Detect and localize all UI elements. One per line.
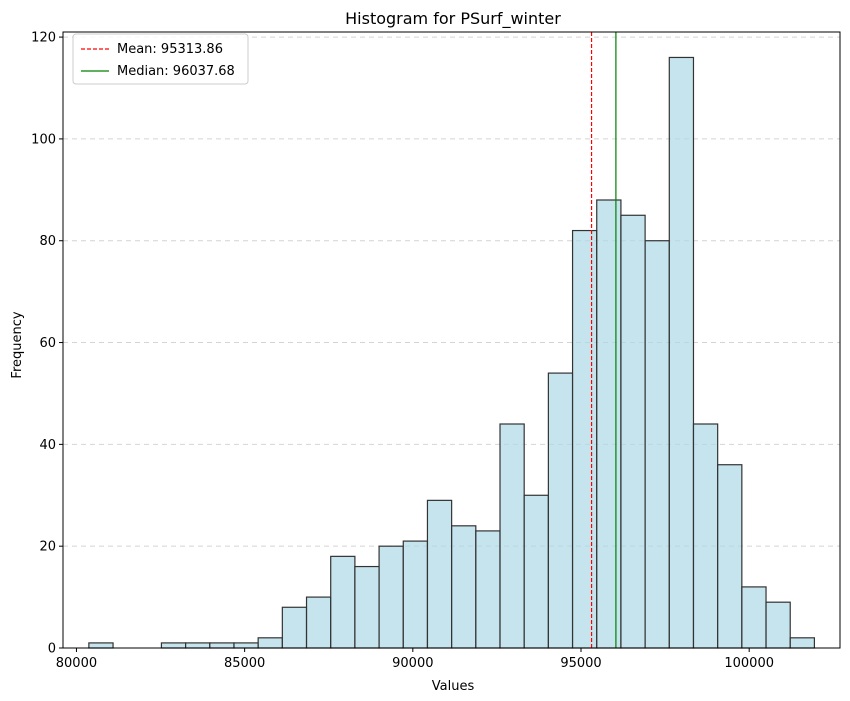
x-tick-label: 95000: [560, 656, 601, 671]
histogram-bar: [475, 530, 501, 649]
y-tick-label: 40: [39, 438, 56, 453]
legend: Mean: 95313.86 Median: 96037.68: [72, 33, 249, 85]
histogram-bar: [571, 229, 598, 649]
histogram-bar: [620, 214, 646, 649]
histogram-bar: [644, 240, 670, 649]
x-tick-label: 100000: [724, 656, 774, 671]
reference-lines: [590, 32, 617, 648]
histogram-bar: [185, 642, 211, 649]
histogram-bar: [765, 601, 791, 649]
histogram-bar: [741, 586, 767, 649]
y-tick-label: 0: [48, 642, 56, 657]
histogram-bar: [426, 499, 453, 649]
axes: [59, 31, 841, 652]
histogram-bar: [281, 606, 308, 649]
histogram-bar: [378, 545, 404, 649]
histogram-bar: [257, 637, 283, 649]
histogram-bar: [209, 642, 235, 649]
histogram-bar: [305, 596, 332, 649]
histogram-bar: [451, 525, 477, 649]
x-tick-label: 90000: [392, 656, 433, 671]
y-tick-label: 80: [39, 234, 56, 249]
chart-title: Histogram for PSurf_winter: [345, 9, 561, 29]
x-axis-label: Values: [432, 679, 475, 694]
histogram-bar: [596, 199, 622, 649]
histogram-bar: [402, 540, 429, 649]
legend-mean-label: Mean: 95313.86: [117, 42, 223, 57]
y-tick-label: 60: [39, 336, 56, 351]
tick-labels: 80000 85000 90000 95000 100000 0 20 40 60 80 100 12…: [31, 31, 774, 671]
histogram-bars: [88, 56, 816, 649]
histogram-bar: [499, 423, 525, 649]
x-tick-label: 80000: [56, 656, 97, 671]
histogram-bar: [233, 642, 259, 649]
histogram-bar: [547, 372, 574, 649]
histogram-bar: [717, 464, 743, 649]
histogram-bar: [330, 555, 356, 649]
histogram-bar: [692, 423, 719, 649]
histogram-bar: [354, 565, 380, 649]
histogram-bar: [523, 494, 549, 649]
histogram-bar: [160, 642, 187, 649]
y-tick-label: 100: [31, 132, 56, 147]
histogram-bar: [88, 642, 114, 649]
plot-frame: [62, 31, 841, 649]
legend-box: [72, 33, 249, 85]
x-tick-label: 85000: [224, 656, 265, 671]
histogram-bar: [789, 637, 816, 649]
legend-median-label: Median: 96037.68: [117, 64, 235, 79]
y-tick-label: 120: [31, 31, 56, 46]
histogram-bar: [668, 56, 695, 649]
y-tick-label: 20: [39, 540, 56, 555]
y-axis-label: Frequency: [10, 311, 25, 378]
